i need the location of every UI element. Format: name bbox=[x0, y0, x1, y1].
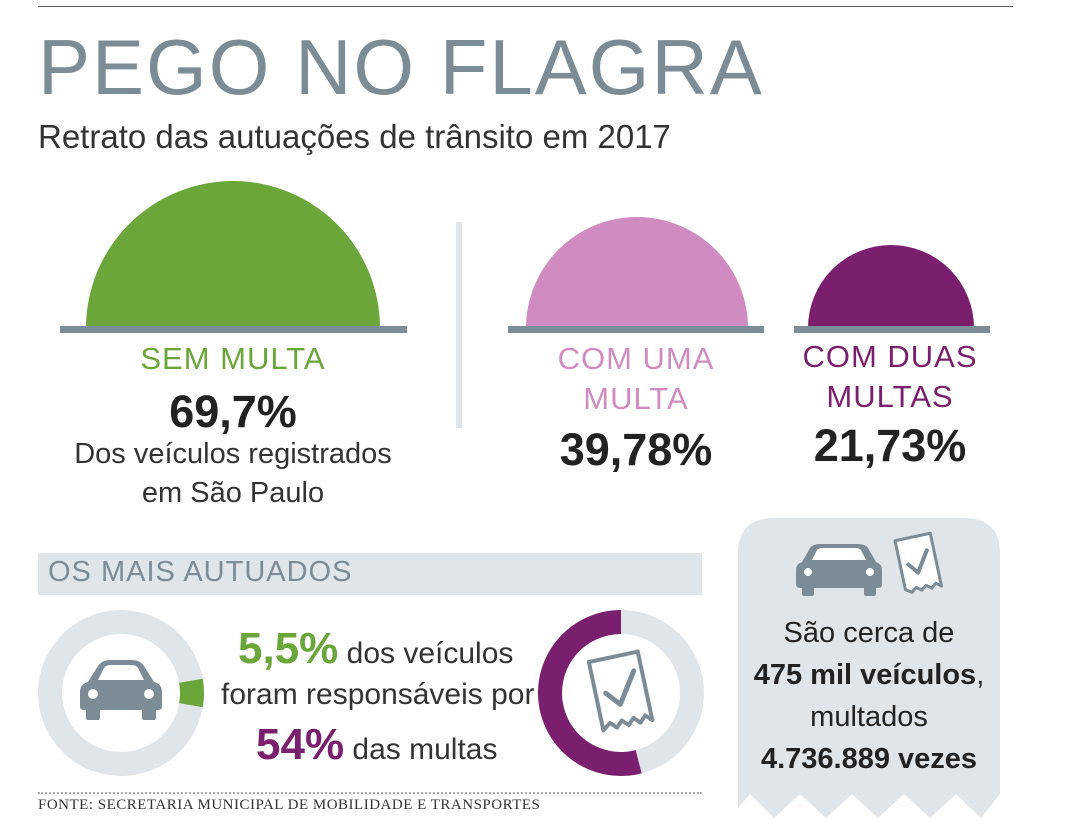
stat-vehicles-pct: 5,5% bbox=[238, 624, 339, 673]
label-sem-multa: SEM MULTA bbox=[140, 341, 326, 376]
page-title: PEGO NO FLAGRA bbox=[38, 23, 764, 111]
desc-sem-multa-2: em São Paulo bbox=[141, 477, 325, 509]
stat-fines-text: das multas bbox=[344, 733, 498, 766]
panel-fines-count: 4.736.889 vezes bbox=[760, 743, 978, 775]
page-subtitle: Retrato das autuações de trânsito em 201… bbox=[38, 118, 671, 155]
semicircle-charts bbox=[60, 181, 990, 428]
value-duas-multas: 21,73% bbox=[813, 420, 967, 471]
baseline-sem-multa bbox=[60, 326, 407, 333]
stat-line-2: foram responsáveis por bbox=[221, 678, 535, 711]
label-uma-multa-2: MULTA bbox=[583, 381, 689, 416]
ticket-icon bbox=[586, 649, 655, 733]
panel-vehicles-count: 475 mil veículos bbox=[753, 659, 977, 691]
panel-line-2: 475 mil veículos, bbox=[738, 654, 1000, 696]
label-uma-multa-1: COM UMA bbox=[557, 341, 715, 376]
source-note: FONTE: SECRETARIA MUNICIPAL DE MOBILIDAD… bbox=[38, 797, 541, 813]
donut-fines bbox=[537, 610, 704, 776]
donut-vehicles-segment bbox=[179, 678, 204, 708]
baseline-uma-multa bbox=[508, 326, 764, 333]
stat-fines-pct: 54% bbox=[256, 720, 345, 769]
source-divider bbox=[38, 792, 702, 794]
ticket-icon bbox=[893, 531, 943, 594]
desc-sem-multa-1: Dos veículos registrados bbox=[74, 438, 392, 470]
value-sem-multa: 69,7% bbox=[169, 386, 297, 437]
label-duas-multas-1: COM DUAS bbox=[802, 339, 978, 374]
stat-line-1: 5,5% dos veículos bbox=[238, 626, 513, 677]
panel-line-1: São cerca de bbox=[783, 617, 955, 649]
divider-line bbox=[456, 222, 462, 428]
top-rule bbox=[38, 6, 1013, 7]
summary-panel bbox=[738, 518, 1000, 818]
section-header-label: OS MAIS AUTUADOS bbox=[48, 556, 353, 588]
stat-line-3: 54% das multas bbox=[256, 722, 497, 773]
value-uma-multa: 39,78% bbox=[559, 424, 713, 475]
car-icon bbox=[80, 660, 162, 720]
semicircle-sem-multa bbox=[86, 181, 380, 328]
semicircle-duas-multas bbox=[808, 245, 974, 328]
panel-line-2-punct: , bbox=[976, 659, 985, 691]
label-duas-multas-2: MULTAS bbox=[826, 379, 954, 414]
donut-fines-segment bbox=[537, 610, 642, 776]
stat-vehicles-text: dos veículos bbox=[338, 637, 514, 670]
car-icon bbox=[796, 544, 882, 596]
baseline-duas-multas bbox=[794, 326, 990, 333]
donut-vehicles bbox=[38, 610, 204, 776]
semicircle-uma-multa bbox=[526, 217, 748, 328]
panel-line-3: multados bbox=[810, 701, 928, 733]
section-header-bar bbox=[38, 553, 702, 595]
